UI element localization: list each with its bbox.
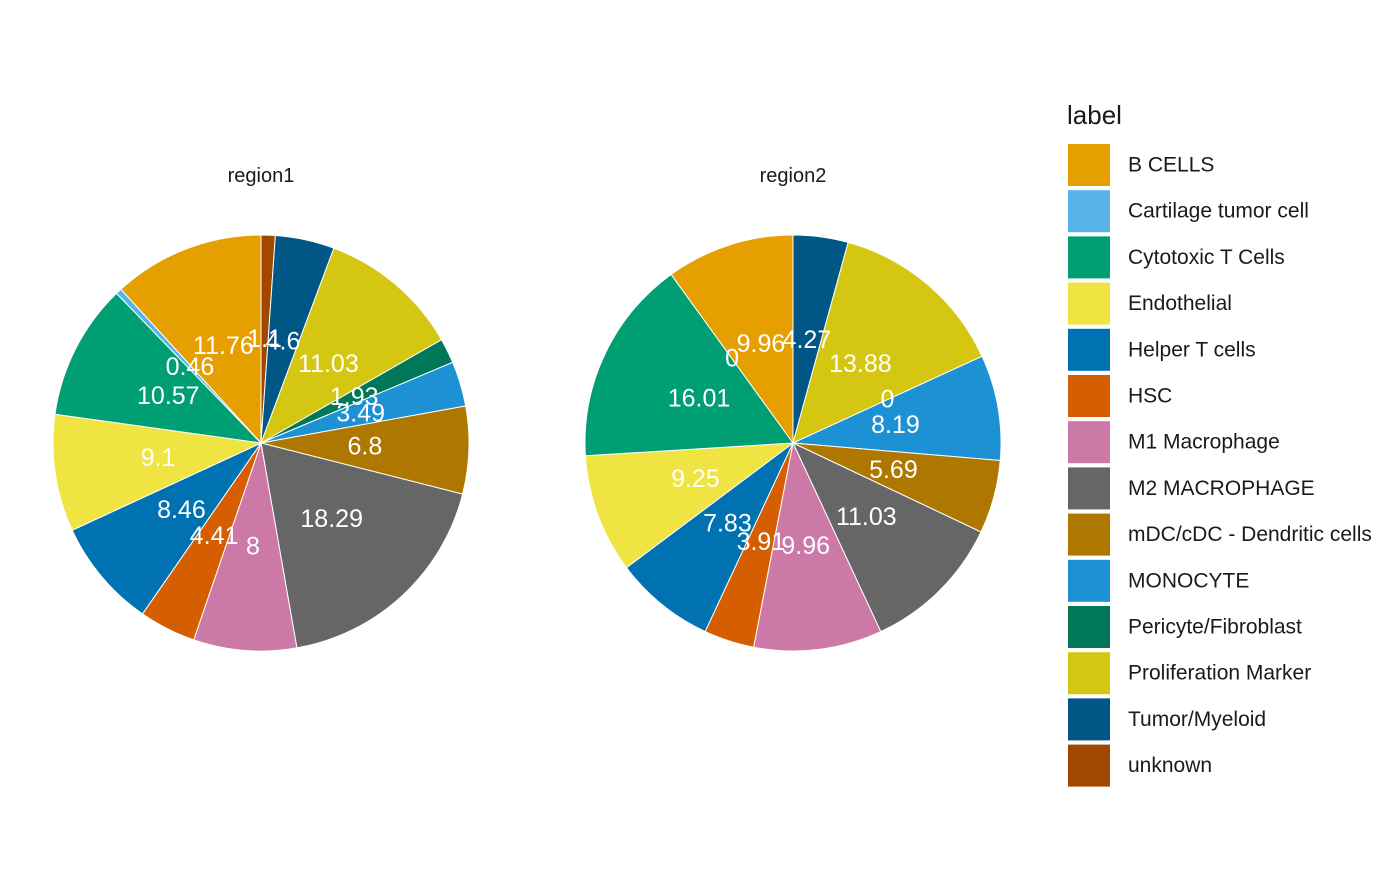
legend: label B CELLS Cartilage tumor cell Cytotoxi… [1067, 100, 1372, 787]
facet-title: region1 [228, 165, 295, 187]
legend-item-m2-macrophage: M2 MACROPHAGE [1068, 467, 1315, 510]
slice-label-unknown: 1.1 [247, 325, 282, 353]
pie-slice-m1-macrophage [193, 442, 298, 652]
legend-label: Cartilage tumor cell [1128, 200, 1309, 223]
pie-slice-b-cells [120, 234, 262, 445]
legend-item-hsc: HSC [1068, 375, 1172, 417]
pie-slices [52, 234, 470, 652]
slice-label-m2-macrophage: 18.29 [300, 505, 363, 533]
slice-label-tumor-myeloid: 4.6 [266, 327, 301, 355]
legend-label: HSC [1128, 385, 1172, 408]
legend-item-cytotoxic-t-cells: Cytotoxic T Cells [1068, 236, 1285, 279]
legend-title: label [1067, 100, 1122, 130]
legend-label: Proliferation Marker [1128, 662, 1311, 685]
legend-key [1068, 606, 1110, 648]
pie-slice-cytotoxic-t-cells [584, 273, 794, 457]
slice-label-proliferation-marker: 11.03 [298, 350, 359, 378]
slice-label-pericyte-fibroblast: 1.93 [330, 383, 379, 411]
slice-label-proliferation-marker: 13.88 [829, 350, 892, 378]
pie-slice-proliferation-marker [260, 247, 443, 445]
legend-key [1068, 236, 1110, 279]
pie-slice-b-cells [670, 234, 794, 445]
legend-item-pericyte-fibroblast: Pericyte/Fibroblast [1068, 606, 1302, 648]
slice-label-endothelial: 9.25 [671, 465, 720, 493]
slice-label-b-cells: 9.96 [737, 330, 786, 358]
slice-label-cartilage-tumor-cell: 0.46 [166, 353, 215, 381]
legend-key [1068, 282, 1110, 325]
slice-label-cytotoxic-t-cells: 10.57 [137, 382, 200, 410]
legend-label: Tumor/Myeloid [1128, 708, 1266, 731]
legend-key [1068, 559, 1110, 602]
pie-slice-proliferation-marker [792, 241, 983, 444]
legend-label: unknown [1128, 754, 1212, 777]
facet-title: region2 [760, 165, 827, 187]
slice-label-cytotoxic-t-cells: 16.01 [668, 385, 731, 413]
legend-label: B CELLS [1128, 154, 1214, 177]
legend-key [1068, 190, 1110, 233]
legend-key [1068, 421, 1110, 464]
legend-label: Helper T cells [1128, 338, 1256, 361]
legend-label: M2 MACROPHAGE [1128, 477, 1315, 500]
legend-key [1068, 375, 1110, 417]
legend-key [1068, 513, 1110, 556]
legend-item-endothelial: Endothelial [1068, 282, 1232, 325]
legend-key [1068, 698, 1110, 741]
legend-item-b-cells: B CELLS [1068, 144, 1214, 186]
legend-key [1068, 144, 1110, 186]
legend-item-m1-macrophage: M1 Macrophage [1068, 421, 1280, 464]
slice-label-endothelial: 9.1 [141, 444, 176, 472]
legend-item-proliferation-marker: Proliferation Marker [1068, 652, 1311, 695]
legend-item-helper-t-cells: Helper T cells [1068, 328, 1256, 371]
legend-label: M1 Macrophage [1128, 431, 1280, 454]
pie-slice-helper-t-cells [625, 442, 794, 633]
legend-item-unknown: unknown [1068, 744, 1212, 787]
legend-label: Endothelial [1128, 292, 1232, 315]
slice-label-pericyte-fibroblast: 0 [881, 386, 895, 414]
legend-key [1068, 652, 1110, 695]
slice-label-tumor-myeloid: 4.27 [783, 326, 832, 354]
legend-item-cartilage-tumor-cell: Cartilage tumor cell [1068, 190, 1309, 233]
slice-label-b-cells: 11.76 [193, 332, 254, 360]
slice-label-mdc-cdc-dendritic-cells: 6.8 [348, 433, 383, 461]
pie-slice-cytotoxic-t-cells [54, 292, 263, 444]
slice-label-monocyte: 3.49 [336, 399, 385, 427]
legend-item-monocyte: MONOCYTE [1068, 559, 1249, 602]
slice-label-helper-t-cells: 7.83 [703, 510, 752, 538]
slice-label-hsc: 3.91 [737, 528, 786, 556]
slice-label-m1-macrophage: 9.96 [781, 532, 830, 560]
pie-slices [584, 234, 1002, 652]
pie-slice-labels: 4.2713.8808.195.6911.039.963.917.839.251… [668, 326, 920, 560]
pie-slice-endothelial [52, 413, 263, 531]
pie-slice-monocyte [791, 355, 1002, 462]
pie-slice-m2-macrophage [260, 442, 464, 649]
slice-label-cartilage-tumor-cell: 0 [725, 345, 739, 373]
slice-label-hsc: 4.41 [190, 522, 239, 550]
legend-key [1068, 328, 1110, 371]
legend-key [1068, 467, 1110, 510]
facet-region1: region1 1.14.611.03 1.933.49 6.8 18.29 84.418… [52, 165, 470, 652]
legend-label: mDC/cDC - Dendritic cells [1128, 523, 1372, 546]
legend-item-tumor-myeloid: Tumor/Myeloid [1068, 698, 1266, 741]
slice-label-mdc-cdc-dendritic-cells: 5.69 [869, 456, 918, 484]
pie-slice-m1-macrophage [753, 441, 882, 652]
legend-item-mdc-cdc-dendritic-cells: mDC/cDC - Dendritic cells [1068, 513, 1372, 556]
legend-key [1068, 744, 1110, 787]
slice-label-m1-macrophage: 8 [246, 533, 260, 561]
pie-slice-m2-macrophage [791, 441, 982, 633]
facet-region2: region24.2713.8808.195.6911.039.963.917.… [584, 165, 1002, 652]
slice-label-monocyte: 8.19 [871, 411, 920, 439]
facets: region11.14.611.031.933.496.818.2984.418… [52, 165, 1002, 652]
legend-label: Pericyte/Fibroblast [1128, 616, 1302, 639]
slice-label-helper-t-cells: 8.46 [157, 496, 206, 524]
pie-slice-endothelial [584, 442, 795, 569]
pie-slice-labels: 1.14.611.03 1.933.49 6.8 18.29 84.418.46 9.1 1… [137, 325, 385, 561]
pie-slice-helper-t-cells [71, 441, 263, 615]
slice-label-m2-macrophage: 11.03 [836, 503, 897, 531]
legend-label: Cytotoxic T Cells [1128, 246, 1285, 269]
legend-label: MONOCYTE [1128, 569, 1249, 592]
